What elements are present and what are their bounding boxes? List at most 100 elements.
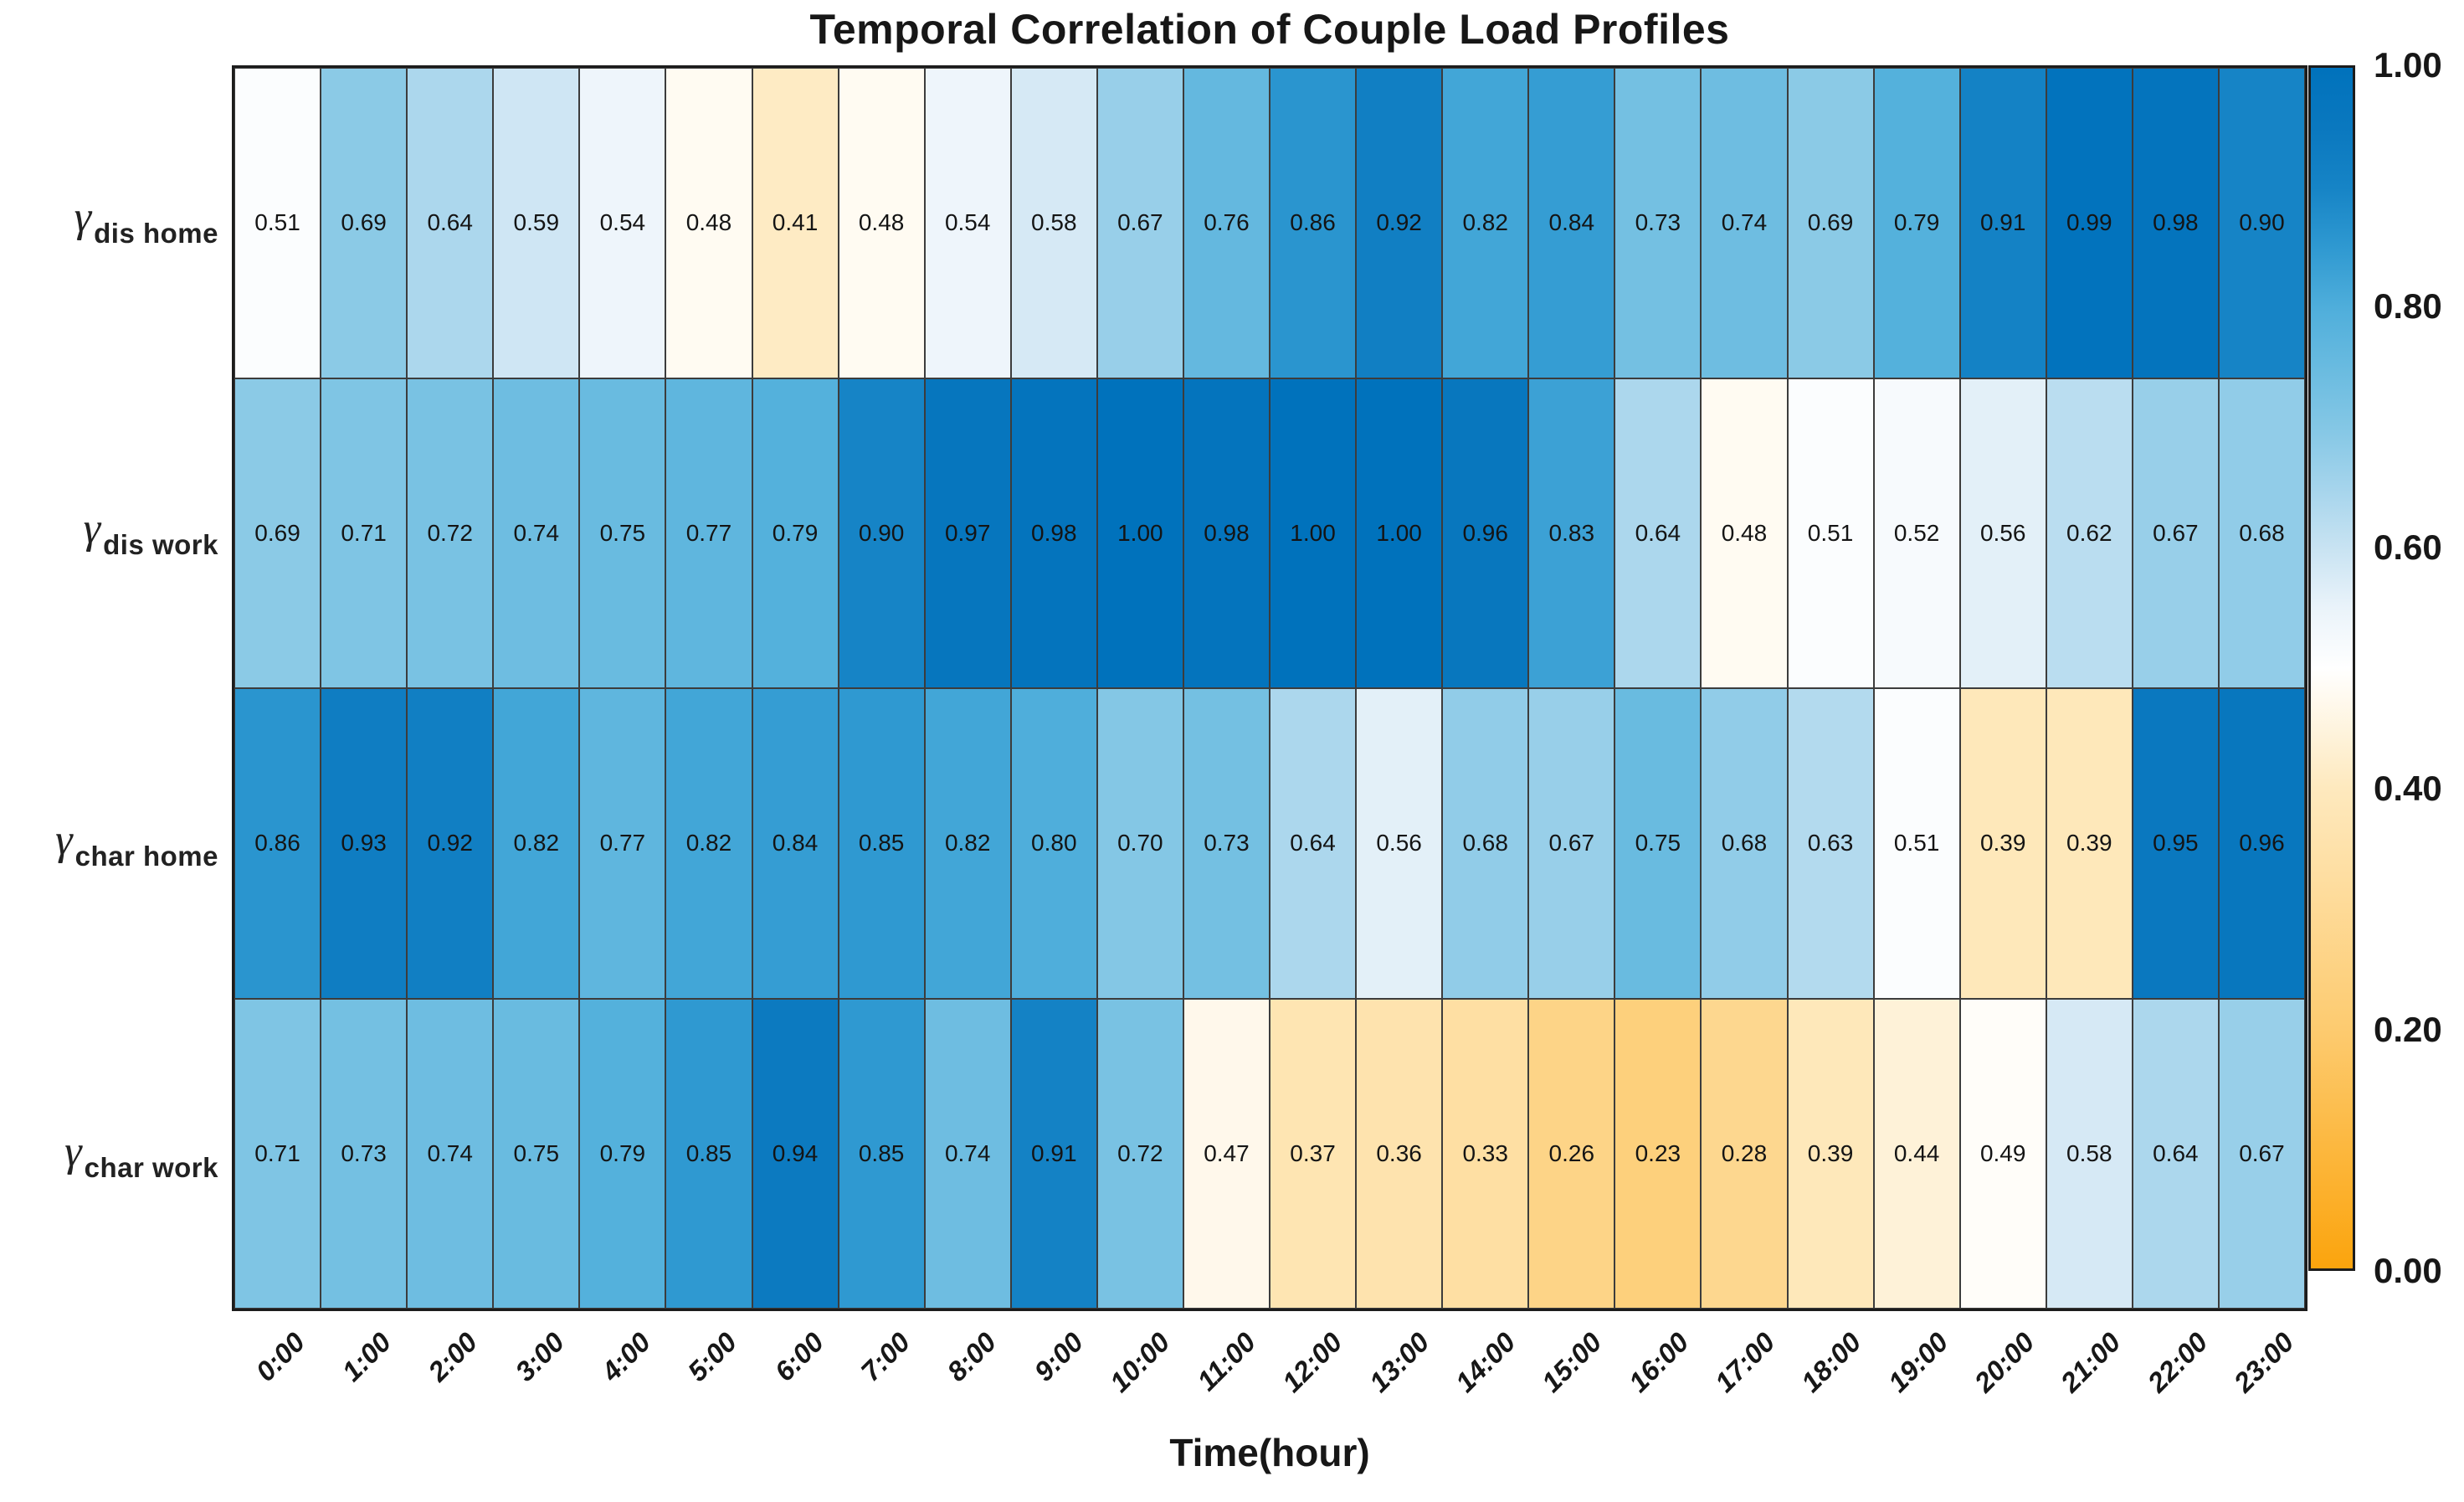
heatmap-cell: 0.76 [1183,68,1270,378]
heatmap-cell: 0.99 [2046,68,2133,378]
heatmap-cell: 0.82 [665,688,752,999]
heatmap-cell: 0.56 [1959,378,2046,688]
heatmap-cell: 1.00 [1270,378,1357,688]
heatmap-cell: 0.48 [838,68,925,378]
heatmap-cell: 0.74 [407,998,494,1309]
heatmap-cell: 0.67 [1528,688,1615,999]
heatmap-cell: 0.96 [1442,378,1529,688]
heatmap-cell: 0.68 [2218,378,2305,688]
x-tick-label: 1:00 [336,1326,398,1387]
heatmap-cell: 0.85 [838,688,925,999]
heatmap-cell: 0.51 [1873,688,1960,999]
heatmap-cell: 0.56 [1356,688,1443,999]
heatmap-cell: 0.62 [2046,378,2133,688]
heatmap-cell: 0.90 [2218,68,2305,378]
heatmap-cell: 0.91 [1959,68,2046,378]
heatmap-cell: 0.54 [924,68,1011,378]
heatmap-cell: 0.74 [493,378,580,688]
heatmap-cell: 0.67 [1096,68,1183,378]
row-label-subscript: char home [74,840,218,872]
heatmap-cell: 0.98 [1010,378,1097,688]
x-tick-label: 8:00 [941,1326,1003,1387]
x-tick-label: 10:00 [1103,1326,1176,1398]
x-tick-label: 9:00 [1027,1326,1089,1387]
heatmap-cell: 0.93 [321,688,408,999]
colorbar-tick-label: 0.40 [2374,769,2442,808]
row-label: γchar home [55,815,218,872]
heatmap-cell: 0.79 [752,378,839,688]
heatmap-cell: 0.58 [1010,68,1097,378]
heatmap-cell: 0.92 [1356,68,1443,378]
heatmap-cell: 0.69 [1787,68,1874,378]
heatmap-cell: 0.77 [665,378,752,688]
heatmap-cell: 0.73 [1183,688,1270,999]
heatmap-cell: 0.84 [752,688,839,999]
colorbar-tick-label: 0.80 [2374,286,2442,326]
heatmap-cell: 0.72 [407,378,494,688]
heatmap-cell: 0.77 [579,688,666,999]
heatmap-cell: 0.73 [321,998,408,1309]
heatmap-cell: 0.48 [1701,378,1788,688]
heatmap-cell: 0.72 [1096,998,1183,1309]
heatmap-grid: 0.51 0.69 0.64 0.59 0.54 0.48 0.41 0.48 0.54 0.58… [232,65,2307,1311]
heatmap-cell: 0.82 [493,688,580,999]
heatmap-cell: 0.98 [2132,68,2219,378]
heatmap-cell: 0.23 [1614,998,1702,1309]
heatmap-cell: 0.75 [579,378,666,688]
heatmap-cell: 1.00 [1096,378,1183,688]
heatmap-cell: 0.68 [1701,688,1788,999]
heatmap-cell: 0.74 [924,998,1011,1309]
heatmap-cell: 0.64 [1270,688,1357,999]
row-label-subscript: dis home [94,217,218,249]
heatmap-cell: 0.95 [2132,688,2219,999]
heatmap-cell: 0.48 [665,68,752,378]
x-tick-label: 11:00 [1191,1326,1262,1397]
heatmap-cell: 0.69 [234,378,321,688]
heatmap-cell: 0.98 [1183,378,1270,688]
heatmap-cell: 0.54 [579,68,666,378]
colorbar-tick-label: 0.00 [2374,1251,2442,1290]
x-tick-label: 19:00 [1881,1326,1954,1398]
heatmap-cell: 0.92 [407,688,494,999]
colorbar-tick-label: 0.20 [2374,1010,2442,1049]
heatmap-cell: 0.96 [2218,688,2305,999]
x-tick-label: 17:00 [1708,1326,1781,1398]
heatmap-cell: 0.37 [1270,998,1357,1309]
x-tick-label: 3:00 [508,1326,570,1387]
heatmap-cell: 0.74 [1701,68,1788,378]
heatmap-cell: 0.91 [1010,998,1097,1309]
heatmap-cell: 0.28 [1701,998,1788,1309]
gamma-symbol: γ [55,815,73,864]
heatmap-cell: 1.00 [1356,378,1443,688]
colorbar-tick-label: 1.00 [2374,45,2442,85]
x-tick-label: 0:00 [249,1326,311,1387]
heatmap-cell: 0.97 [924,378,1011,688]
colorbar [2308,65,2355,1271]
heatmap-cell: 0.51 [234,68,321,378]
heatmap-cell: 0.36 [1356,998,1443,1309]
x-tick-label: 2:00 [422,1326,484,1387]
heatmap-cell: 0.63 [1787,688,1874,999]
heatmap-cell: 0.84 [1528,68,1615,378]
heatmap-cell: 0.39 [1959,688,2046,999]
heatmap-cell: 0.82 [924,688,1011,999]
heatmap-cell: 0.79 [579,998,666,1309]
heatmap-cell: 0.69 [321,68,408,378]
row-label: γdis work [84,504,218,560]
heatmap-cell: 0.64 [1614,378,1702,688]
heatmap-cell: 0.75 [493,998,580,1309]
heatmap-cell: 0.90 [838,378,925,688]
gamma-symbol: γ [64,1127,82,1175]
x-tick-label: 6:00 [767,1326,829,1387]
heatmap-cell: 0.41 [752,68,839,378]
x-tick-label: 23:00 [2227,1326,2300,1398]
row-label: γdis home [74,193,218,249]
heatmap-cell: 0.80 [1010,688,1097,999]
heatmap-cell: 0.44 [1873,998,1960,1309]
x-tick-label: 13:00 [1363,1326,1435,1398]
row-label-subscript: char work [84,1151,218,1183]
heatmap-cell: 0.52 [1873,378,1960,688]
x-tick-label: 7:00 [855,1326,916,1387]
x-tick-label: 16:00 [1622,1326,1695,1398]
